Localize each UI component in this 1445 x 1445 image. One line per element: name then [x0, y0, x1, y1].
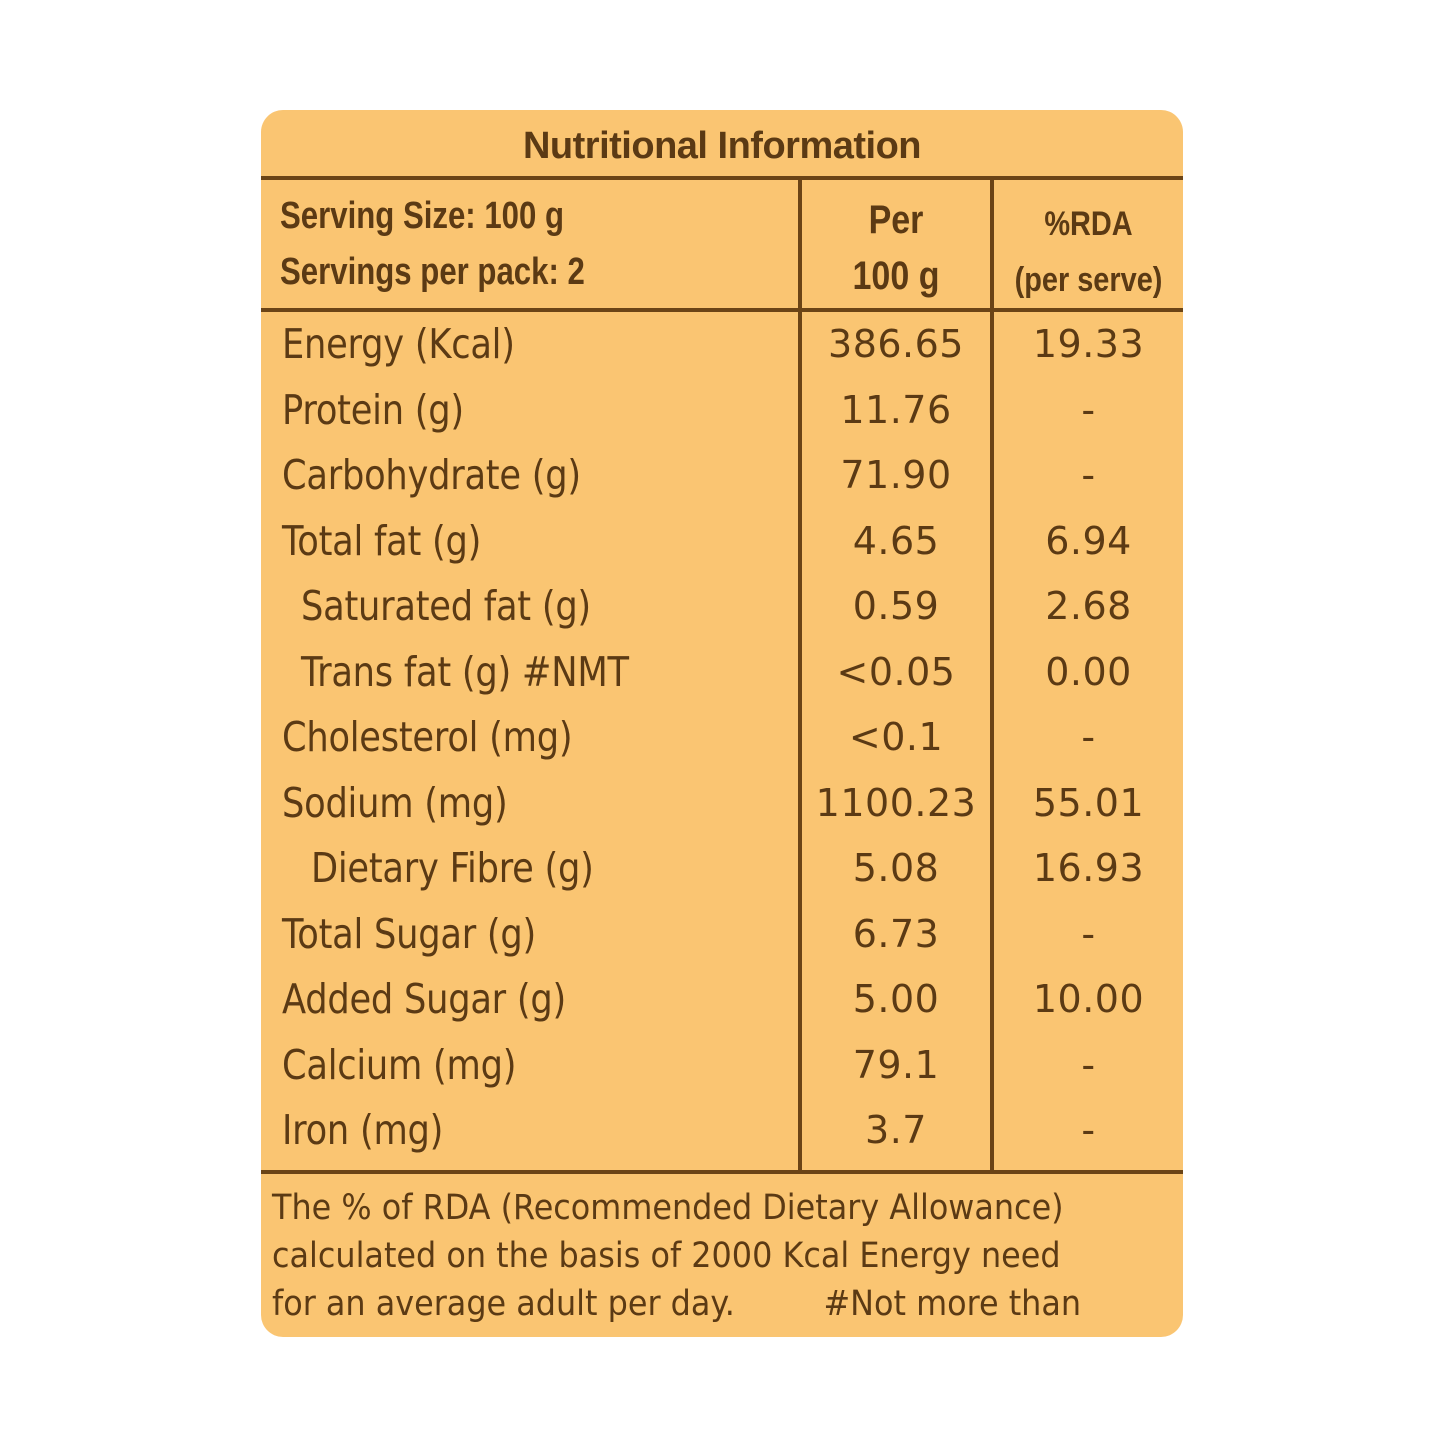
footer-divider — [261, 1170, 1183, 1174]
serving-size: Serving Size: 100 g — [280, 195, 565, 237]
per-100g-value: <0.1 — [848, 715, 944, 759]
nutrient-label: Total fat (g) — [282, 516, 482, 565]
per-100g-value: 386.65 — [828, 322, 964, 366]
table-row: Dietary Fibre (g) 5.08 16.93 — [261, 836, 1183, 902]
column-divider-2 — [990, 176, 994, 1174]
nutrient-label: Total Sugar (g) — [282, 909, 537, 958]
panel-title: Nutritional Information — [522, 125, 922, 167]
nutrient-label: Dietary Fibre (g) — [311, 844, 594, 892]
nutrient-table: Energy (Kcal) 386.65 19.33 Protein (g) 1… — [261, 312, 1183, 1164]
table-row: Iron (mg) 3.7 - — [261, 1098, 1183, 1164]
nutrient-label: Added Sugar (g) — [282, 975, 567, 1023]
per-100g-value: 71.90 — [840, 453, 952, 497]
per-100g-value: <0.05 — [836, 649, 956, 694]
per-100g-value: 5.00 — [852, 977, 940, 1021]
rda-header-line1: %RDA — [1044, 205, 1133, 243]
per-100g-value: 0.59 — [852, 584, 940, 628]
rda-footnote: The % of RDA (Recommended Dietary Allowa… — [272, 1184, 1177, 1328]
serving-info: Serving Size: 100 g Servings per pack: 2 — [280, 188, 698, 300]
per-100g-value: 5.08 — [852, 846, 940, 890]
table-row: Calcium (mg) 79.1 - — [261, 1033, 1183, 1099]
nutrient-label: Saturated fat (g) — [301, 582, 591, 630]
nutrient-label: Carbohydrate (g) — [282, 451, 581, 499]
rda-value: - — [1081, 387, 1096, 432]
rda-value: 16.93 — [1032, 846, 1145, 890]
rda-header-line2: (per serve) — [1014, 261, 1163, 299]
table-row: Added Sugar (g) 5.00 10.00 — [261, 967, 1183, 1033]
nutrient-label: Cholesterol (mg) — [282, 713, 573, 761]
rda-value: 10.00 — [1032, 977, 1145, 1021]
table-row: Sodium (mg) 1100.23 55.01 — [261, 771, 1183, 837]
table-row: Trans fat (g) #NMT <0.05 0.00 — [261, 640, 1183, 706]
table-row: Carbohydrate (g) 71.90 - — [261, 443, 1183, 509]
nmt-note: #Not more than — [823, 1284, 1082, 1324]
per-100g-value: 3.7 — [865, 1108, 927, 1152]
rda-value: - — [1081, 453, 1096, 497]
table-row: Cholesterol (mg) <0.1 - — [261, 705, 1183, 771]
per-100g-value: 6.73 — [852, 911, 940, 956]
nutrient-label: Iron (mg) — [282, 1106, 444, 1154]
table-row: Energy (Kcal) 386.65 19.33 — [261, 312, 1183, 378]
footnote-line-2: calculated on the basis of 2000 Kcal Ene… — [272, 1236, 1061, 1276]
nutrient-label: Sodium (mg) — [282, 778, 508, 827]
per-100g-header: Per 100 g — [816, 192, 976, 304]
table-row: Total Sugar (g) 6.73 - — [261, 902, 1183, 968]
footnote-line-3: for an average adult per day. #Not more … — [272, 1280, 1096, 1328]
per-header-line2: 100 g — [852, 254, 940, 298]
per-100g-value: 79.1 — [852, 1042, 940, 1087]
rda-value: 6.94 — [1045, 518, 1132, 563]
table-row: Total fat (g) 4.65 6.94 — [261, 509, 1183, 575]
nutrient-label: Trans fat (g) #NMT — [301, 647, 629, 696]
nutrition-panel: Nutritional Information Serving Size: 10… — [261, 110, 1183, 1337]
rda-value: 55.01 — [1032, 780, 1145, 825]
rda-header: %RDA (per serve) — [1008, 196, 1169, 308]
table-row: Saturated fat (g) 0.59 2.68 — [261, 574, 1183, 640]
rda-value: 0.00 — [1045, 649, 1132, 694]
nutrient-label: Calcium (mg) — [282, 1040, 517, 1089]
footnote-line-3-text: for an average adult per day. — [272, 1284, 735, 1324]
per-100g-value: 11.76 — [840, 387, 952, 432]
header-divider — [261, 308, 1183, 312]
per-100g-value: 4.65 — [852, 518, 940, 563]
nutrient-label: Protein (g) — [282, 385, 464, 434]
per-100g-value: 1100.23 — [815, 780, 977, 825]
rda-value: - — [1081, 1042, 1096, 1087]
footnote-line-1: The % of RDA (Recommended Dietary Allowa… — [272, 1188, 1064, 1228]
rda-value: - — [1081, 911, 1096, 956]
column-divider-1 — [798, 176, 802, 1174]
nutrient-label: Energy (Kcal) — [282, 320, 515, 368]
rda-value: - — [1081, 1108, 1096, 1152]
rda-value: 2.68 — [1045, 584, 1132, 628]
table-row: Protein (g) 11.76 - — [261, 378, 1183, 444]
per-header-line1: Per — [868, 198, 924, 242]
rda-value: 19.33 — [1032, 322, 1145, 366]
rda-value: - — [1081, 715, 1096, 759]
title-divider — [261, 176, 1183, 180]
servings-per-pack: Servings per pack: 2 — [280, 251, 585, 293]
